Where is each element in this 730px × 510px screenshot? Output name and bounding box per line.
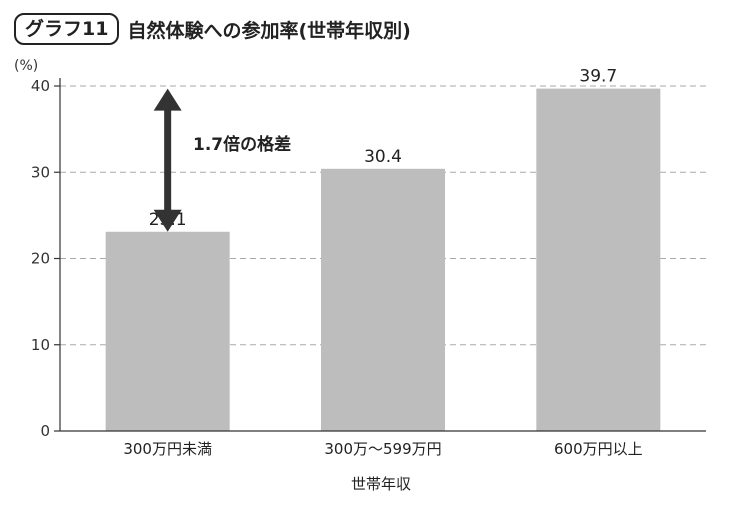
bars bbox=[105, 88, 661, 432]
x-tick-label: 600万円以上 bbox=[554, 440, 643, 458]
bar-value-label: 39.7 bbox=[579, 67, 617, 87]
y-tick-label: 20 bbox=[31, 250, 50, 268]
x-axis-title: 世帯年収 bbox=[351, 475, 411, 493]
y-tick-label: 10 bbox=[31, 336, 50, 354]
y-tick-label: 40 bbox=[31, 77, 50, 95]
bar bbox=[105, 231, 230, 431]
x-axis-labels: 300万円未満 300万〜599万円 600万円以上 bbox=[123, 440, 642, 458]
bar bbox=[321, 168, 445, 432]
chart-header: グラフ11 自然体験への参加率(世帯年収別) bbox=[14, 12, 411, 46]
bar-value-label: 30.4 bbox=[364, 147, 402, 167]
x-tick-label: 300万円未満 bbox=[123, 440, 212, 458]
y-tick-label: 30 bbox=[31, 163, 50, 181]
y-tick-label: 0 bbox=[40, 422, 50, 440]
chart-number-badge: グラフ11 bbox=[14, 13, 120, 45]
y-axis-unit-label: (%) bbox=[14, 58, 38, 74]
x-tick-label: 300万〜599万円 bbox=[324, 440, 441, 458]
double-arrow-icon bbox=[153, 88, 182, 232]
gap-annotation: 1.7倍の格差 bbox=[193, 134, 291, 155]
bar bbox=[536, 88, 661, 432]
chart-title: 自然体験への参加率(世帯年収別) bbox=[127, 19, 411, 42]
y-axis-ticks: 0 10 20 30 40 bbox=[31, 77, 60, 440]
gap-arrow bbox=[153, 88, 182, 232]
